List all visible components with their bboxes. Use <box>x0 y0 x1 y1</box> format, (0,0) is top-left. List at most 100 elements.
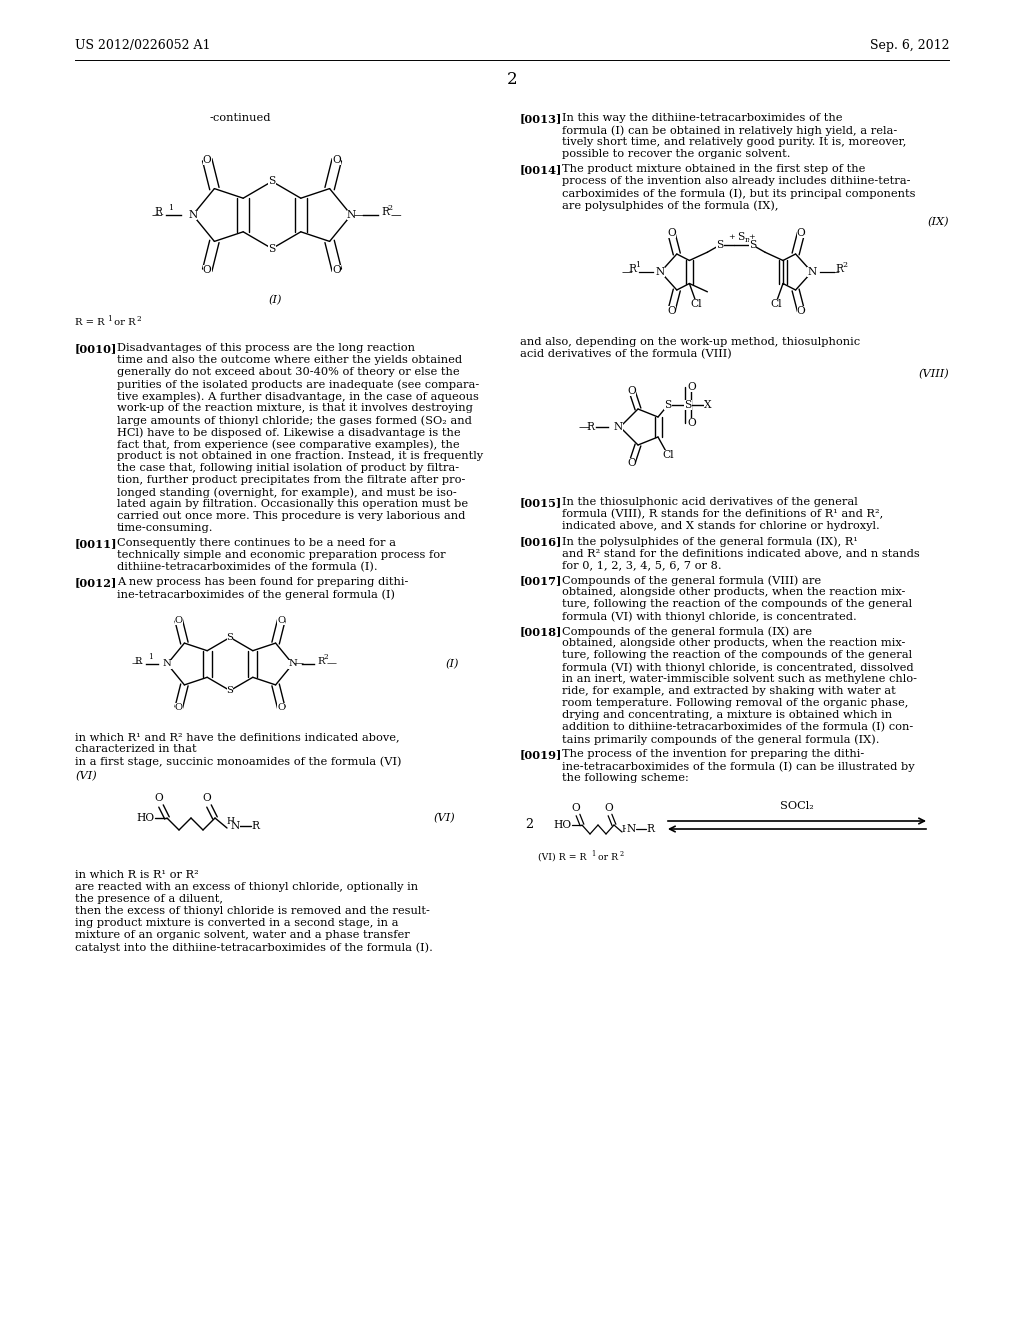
Text: O: O <box>688 381 696 392</box>
Text: R: R <box>155 207 163 216</box>
Text: n: n <box>744 236 750 244</box>
Text: N: N <box>807 267 816 277</box>
Text: Compounds of the general formula (IX) are: Compounds of the general formula (IX) ar… <box>562 626 812 636</box>
Text: Cl: Cl <box>663 450 674 459</box>
Text: S: S <box>717 240 724 249</box>
Text: product is not obtained in one fraction. Instead, it is frequently: product is not obtained in one fraction.… <box>117 451 483 461</box>
Text: —: — <box>327 660 337 668</box>
Text: R: R <box>836 264 844 275</box>
Text: N: N <box>627 824 636 834</box>
Text: Consequently there continues to be a need for a: Consequently there continues to be a nee… <box>117 539 396 548</box>
Text: characterized in that: characterized in that <box>75 744 197 754</box>
Text: (I): (I) <box>268 294 282 305</box>
Text: ride, for example, and extracted by shaking with water at: ride, for example, and extracted by shak… <box>562 686 896 696</box>
Text: S: S <box>268 244 275 253</box>
Text: Cl: Cl <box>770 298 781 309</box>
Text: R: R <box>251 821 259 832</box>
Text: O: O <box>333 265 341 275</box>
Text: O: O <box>155 793 164 803</box>
Text: 2: 2 <box>525 818 534 832</box>
Text: tive examples). A further disadvantage, in the case of aqueous: tive examples). A further disadvantage, … <box>117 391 479 401</box>
Text: or R: or R <box>111 318 135 327</box>
Text: large amounts of thionyl chloride; the gases formed (SO₂ and: large amounts of thionyl chloride; the g… <box>117 414 472 425</box>
Text: N: N <box>656 267 666 277</box>
Text: work-up of the reaction mixture, is that it involves destroying: work-up of the reaction mixture, is that… <box>117 403 473 413</box>
Text: X: X <box>705 400 712 411</box>
Text: HO: HO <box>553 820 571 830</box>
Text: tion, further product precipitates from the filtrate after pro-: tion, further product precipitates from … <box>117 475 465 484</box>
Text: [0014]: [0014] <box>520 164 562 176</box>
Text: (VI): (VI) <box>433 813 455 824</box>
Text: N: N <box>163 660 172 668</box>
Text: process of the invention also already includes dithiine-tetra-: process of the invention also already in… <box>562 176 910 186</box>
Text: R: R <box>317 656 325 665</box>
Text: ine-tetracarboximides of the formula (I) can be illustrated by: ine-tetracarboximides of the formula (I)… <box>562 762 914 772</box>
Text: N: N <box>188 210 198 220</box>
Text: obtained, alongside other products, when the reaction mix-: obtained, alongside other products, when… <box>562 587 905 597</box>
Text: ine-tetracarboximides of the general formula (I): ine-tetracarboximides of the general for… <box>117 589 395 599</box>
Text: 1: 1 <box>591 850 595 858</box>
Text: the following scheme:: the following scheme: <box>562 774 689 783</box>
Text: 2: 2 <box>324 653 329 661</box>
Text: 2: 2 <box>136 315 140 323</box>
Text: S: S <box>226 686 233 696</box>
Text: longed standing (overnight, for example), and must be iso-: longed standing (overnight, for example)… <box>117 487 457 498</box>
Text: tains primarily compounds of the general formula (IX).: tains primarily compounds of the general… <box>562 734 880 744</box>
Text: ture, following the reaction of the compounds of the general: ture, following the reaction of the comp… <box>562 649 912 660</box>
Text: for 0, 1, 2, 3, 4, 5, 6, 7 or 8.: for 0, 1, 2, 3, 4, 5, 6, 7 or 8. <box>562 560 722 570</box>
Text: carried out once more. This procedure is very laborious and: carried out once more. This procedure is… <box>117 511 465 521</box>
Text: R: R <box>586 422 594 432</box>
Text: N: N <box>346 210 355 220</box>
Text: Compounds of the general formula (VIII) are: Compounds of the general formula (VIII) … <box>562 576 821 586</box>
Text: R = R: R = R <box>75 318 104 327</box>
Text: +: + <box>749 234 755 242</box>
Text: 1: 1 <box>168 205 173 213</box>
Text: US 2012/0226052 A1: US 2012/0226052 A1 <box>75 38 211 51</box>
Text: The process of the invention for preparing the dithi-: The process of the invention for prepari… <box>562 748 864 759</box>
Text: acid derivatives of the formula (VIII): acid derivatives of the formula (VIII) <box>520 348 732 359</box>
Text: —: — <box>390 210 401 220</box>
Text: [0012]: [0012] <box>75 577 118 587</box>
Text: SOCl₂: SOCl₂ <box>780 801 814 810</box>
Text: addition to dithiine-tetracarboximides of the formula (I) con-: addition to dithiine-tetracarboximides o… <box>562 722 913 733</box>
Text: or R: or R <box>595 853 618 862</box>
Text: R: R <box>646 824 654 834</box>
Text: In this way the dithiine-tetracarboximides of the: In this way the dithiine-tetracarboximid… <box>562 114 843 123</box>
Text: A new process has been found for preparing dithi-: A new process has been found for prepari… <box>117 577 409 587</box>
Text: O: O <box>797 228 805 238</box>
Text: S: S <box>665 400 672 411</box>
Text: Cl: Cl <box>691 298 702 309</box>
Text: —: — <box>131 660 141 668</box>
Text: (I): (I) <box>445 659 459 669</box>
Text: room temperature. Following removal of the organic phase,: room temperature. Following removal of t… <box>562 698 908 708</box>
Text: O: O <box>278 616 286 624</box>
Text: [0013]: [0013] <box>520 114 562 124</box>
Text: [0019]: [0019] <box>520 748 562 760</box>
Text: lated again by filtration. Occasionally this operation must be: lated again by filtration. Occasionally … <box>117 499 468 510</box>
Text: H: H <box>227 817 236 826</box>
Text: H: H <box>622 825 630 834</box>
Text: (VIII): (VIII) <box>919 370 949 379</box>
Text: O: O <box>604 803 613 813</box>
Text: [0015]: [0015] <box>520 498 562 508</box>
Text: O: O <box>203 265 212 275</box>
Text: indicated above, and X stands for chlorine or hydroxyl.: indicated above, and X stands for chlori… <box>562 521 880 531</box>
Text: in a first stage, succinic monoamides of the formula (VI): in a first stage, succinic monoamides of… <box>75 756 401 767</box>
Text: are reacted with an excess of thionyl chloride, optionally in: are reacted with an excess of thionyl ch… <box>75 882 418 892</box>
Text: in which R is R¹ or R²: in which R is R¹ or R² <box>75 870 199 880</box>
Text: S: S <box>684 400 691 411</box>
Text: technically simple and economic preparation process for: technically simple and economic preparat… <box>117 550 445 560</box>
Text: (VI): (VI) <box>75 771 96 781</box>
Text: [0011]: [0011] <box>75 539 118 549</box>
Text: 2: 2 <box>507 71 517 88</box>
Text: 2: 2 <box>843 261 847 269</box>
Text: 2: 2 <box>388 205 392 213</box>
Text: In the polysulphides of the general formula (IX), R¹: In the polysulphides of the general form… <box>562 536 858 546</box>
Text: formula (VIII), R stands for the definitions of R¹ and R²,: formula (VIII), R stands for the definit… <box>562 510 884 519</box>
Text: O: O <box>628 385 636 396</box>
Text: N: N <box>613 422 623 432</box>
Text: tively short time, and relatively good purity. It is, moreover,: tively short time, and relatively good p… <box>562 137 906 147</box>
Text: 2: 2 <box>620 850 624 858</box>
Text: fact that, from experience (see comparative examples), the: fact that, from experience (see comparat… <box>117 440 460 450</box>
Text: O: O <box>797 306 805 315</box>
